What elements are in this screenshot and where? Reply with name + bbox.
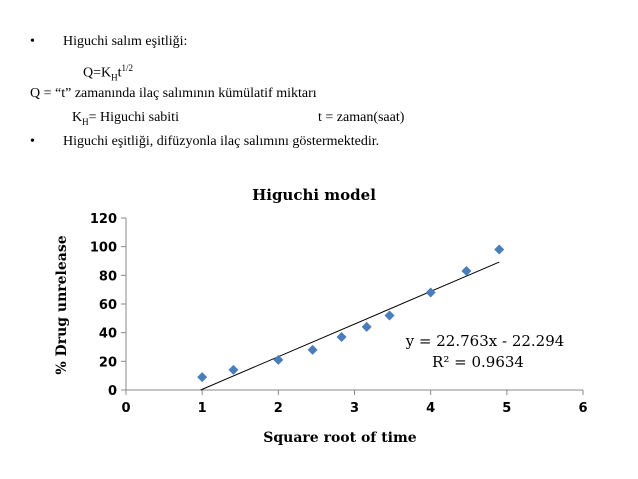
data-point	[494, 244, 505, 255]
data-point	[461, 266, 472, 277]
r-squared: R² = 0.9634	[432, 353, 524, 371]
kh-definition: KH= Higuchi sabiti	[72, 110, 179, 130]
y-tick-label: 60	[99, 298, 117, 313]
bullet-1-text: Higuchi salım eşitliği:	[63, 34, 188, 49]
data-point	[384, 310, 395, 321]
x-tick-label: 3	[350, 401, 359, 416]
t-definition: t = zaman(saat)	[318, 110, 405, 125]
y-tick-label: 80	[99, 269, 117, 284]
bullet-dot: •	[30, 134, 35, 149]
x-tick-label: 5	[502, 401, 511, 416]
x-tick-label: 1	[198, 401, 207, 416]
x-axis-title: Square root of time	[263, 430, 417, 446]
x-tick-label: 6	[578, 401, 587, 416]
regression-equation: y = 22.763x - 22.294	[405, 332, 565, 350]
bullet-dot: •	[30, 34, 35, 49]
x-tick-label: 0	[121, 401, 130, 416]
trendline	[200, 261, 500, 391]
y-tick-label: 40	[99, 327, 117, 342]
y-tick-label: 0	[108, 384, 117, 399]
eq-prefix: Q=K	[83, 65, 112, 81]
higuchi-chart: Higuchi model % Drug unrelease Square ro…	[54, 186, 588, 446]
data-point	[273, 354, 284, 365]
data-point	[336, 331, 347, 342]
data-point	[307, 344, 318, 355]
slide-text: • Higuchi salım eşitliği: Q=KHt1/2 Q = “…	[0, 0, 638, 170]
kh-rest: = Higuchi sabiti	[88, 110, 179, 125]
data-points	[197, 244, 505, 383]
q-definition: Q = “t” zamanında ilaç salımının kümülat…	[30, 86, 317, 101]
y-tick-label: 100	[90, 241, 117, 256]
eq-sup: 1/2	[121, 63, 134, 73]
trendline-group	[200, 261, 500, 391]
kh-sub: H	[82, 116, 89, 127]
y-axis-title: % Drug unrelease	[54, 235, 70, 374]
data-point	[425, 287, 436, 298]
x-tick-label: 4	[426, 401, 435, 416]
chart-title: Higuchi model	[252, 186, 376, 204]
eq-t: t	[117, 65, 122, 81]
kh-k: K	[72, 110, 83, 125]
y-tick-label: 20	[99, 355, 117, 370]
y-tick-label: 120	[90, 212, 117, 227]
eq-sub: H	[111, 72, 118, 83]
data-point	[361, 321, 372, 332]
bullet-2-text: Higuchi eşitliği, difüzyonla ilaç salımı…	[63, 134, 380, 149]
higuchi-equation: Q=KHt1/2	[83, 60, 133, 85]
data-point	[197, 372, 208, 383]
data-point	[228, 364, 239, 375]
x-tick-label: 2	[274, 401, 283, 416]
axes: 0 20 40 60 80 100 120 0 1 2 3 4 5 6	[90, 212, 588, 416]
